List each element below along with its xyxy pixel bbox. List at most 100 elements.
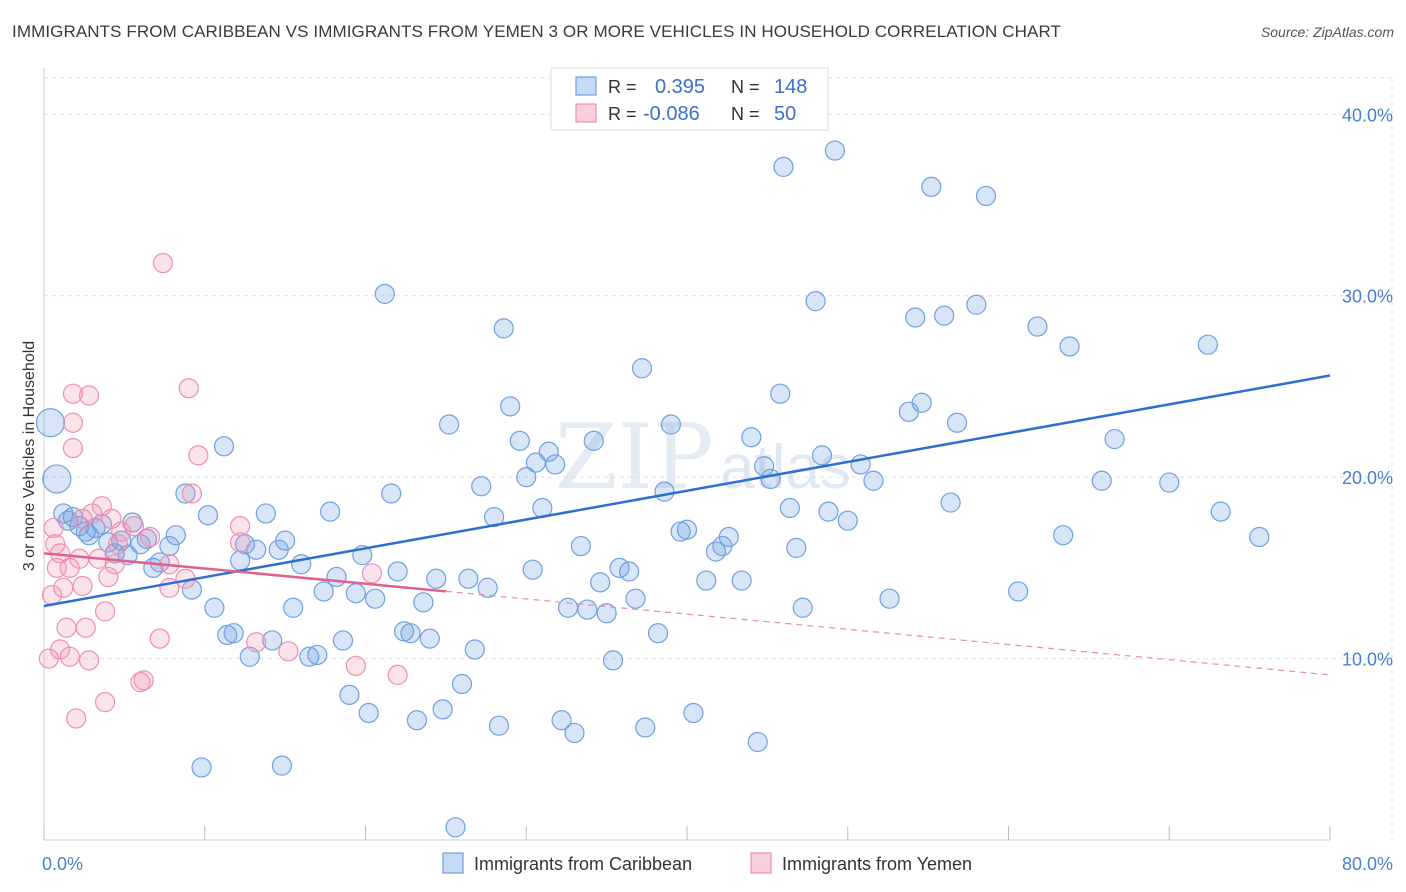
point-yemen bbox=[361, 563, 383, 584]
point-yemen bbox=[94, 692, 116, 713]
watermark: ZIP atlas bbox=[555, 405, 851, 510]
point-caribbean bbox=[654, 481, 675, 502]
point-yemen bbox=[94, 601, 116, 622]
point-caribbean bbox=[432, 699, 453, 720]
point-caribbean bbox=[934, 305, 955, 326]
point-yemen bbox=[230, 516, 251, 537]
point-caribbean bbox=[299, 646, 320, 667]
series-caribbean-points bbox=[35, 140, 1270, 838]
point-caribbean bbox=[747, 731, 768, 753]
legend-r-label-yemen: R = bbox=[608, 104, 637, 124]
point-caribbean bbox=[602, 650, 624, 671]
point-caribbean bbox=[1210, 501, 1231, 522]
point-caribbean bbox=[1091, 470, 1112, 491]
point-caribbean bbox=[1249, 526, 1270, 548]
point-yemen bbox=[59, 646, 80, 667]
point-caribbean bbox=[191, 757, 212, 778]
point-caribbean bbox=[1008, 581, 1029, 602]
trend-lines bbox=[43, 374, 1331, 676]
point-caribbean bbox=[779, 497, 800, 519]
trend-line-caribbean bbox=[43, 374, 1331, 608]
point-caribbean bbox=[975, 185, 997, 207]
point-yemen bbox=[246, 632, 267, 653]
point-yemen bbox=[152, 252, 174, 274]
bottom-legend-swatch-yemen bbox=[750, 852, 772, 874]
point-caribbean bbox=[332, 630, 354, 651]
point-caribbean bbox=[313, 581, 334, 602]
point-caribbean bbox=[718, 526, 739, 548]
watermark-atlas: atlas bbox=[720, 433, 851, 502]
point-caribbean bbox=[905, 307, 926, 328]
point-yemen bbox=[139, 526, 161, 548]
point-caribbean bbox=[590, 572, 611, 593]
point-caribbean bbox=[946, 412, 968, 433]
bottom-legend: Immigrants from Caribbean Immigrants fro… bbox=[442, 852, 972, 874]
point-caribbean bbox=[557, 597, 579, 618]
watermark-zip: ZIP bbox=[555, 405, 714, 510]
point-caribbean bbox=[275, 530, 296, 551]
point-yemen bbox=[62, 412, 84, 433]
point-caribbean bbox=[811, 445, 833, 466]
point-caribbean bbox=[837, 510, 858, 531]
point-yemen bbox=[98, 566, 119, 588]
point-caribbean bbox=[773, 156, 794, 177]
x-tick-labels: 0.0% 80.0% bbox=[42, 854, 1393, 874]
point-caribbean bbox=[1197, 334, 1218, 355]
point-caribbean bbox=[213, 436, 235, 457]
point-yemen bbox=[130, 672, 151, 693]
point-caribbean bbox=[42, 464, 72, 494]
point-caribbean bbox=[824, 140, 845, 161]
point-caribbean bbox=[365, 588, 386, 609]
point-caribbean bbox=[381, 483, 402, 504]
point-caribbean bbox=[339, 684, 360, 705]
point-yemen bbox=[78, 385, 100, 406]
point-caribbean bbox=[326, 566, 347, 588]
point-caribbean bbox=[413, 592, 434, 613]
point-caribbean bbox=[1053, 525, 1074, 546]
legend-n-label-yemen: N = bbox=[731, 104, 760, 124]
point-caribbean bbox=[1059, 336, 1080, 357]
point-caribbean bbox=[863, 470, 884, 491]
legend-n-value-caribbean: 148 bbox=[774, 76, 807, 98]
point-caribbean bbox=[818, 501, 839, 522]
point-caribbean bbox=[438, 414, 460, 435]
y-axis-title: 3 or more Vehicles in Household bbox=[21, 341, 38, 571]
point-yemen bbox=[188, 445, 209, 466]
legend-r-label-caribbean: R = bbox=[608, 77, 637, 97]
y-tick-label: 30.0% bbox=[1342, 287, 1393, 307]
point-caribbean bbox=[406, 710, 428, 731]
point-caribbean bbox=[374, 283, 395, 304]
source-label: Source: ZipAtlas.com bbox=[1260, 24, 1394, 40]
point-yemen bbox=[107, 534, 129, 555]
point-caribbean bbox=[471, 476, 492, 497]
point-yemen bbox=[178, 378, 199, 399]
point-yemen bbox=[72, 508, 93, 529]
point-caribbean bbox=[660, 414, 682, 435]
point-caribbean bbox=[786, 537, 807, 559]
point-caribbean bbox=[477, 577, 498, 598]
point-caribbean bbox=[564, 722, 585, 744]
point-caribbean bbox=[320, 501, 341, 522]
point-yemen bbox=[133, 670, 154, 691]
point-caribbean bbox=[966, 294, 987, 315]
point-caribbean bbox=[879, 588, 900, 609]
point-caribbean bbox=[516, 467, 537, 488]
point-yemen bbox=[69, 548, 90, 569]
point-caribbean bbox=[136, 528, 157, 549]
point-caribbean bbox=[705, 541, 727, 562]
point-yemen bbox=[62, 438, 84, 459]
point-caribbean bbox=[419, 628, 440, 649]
legend-frame bbox=[550, 67, 829, 131]
point-caribbean bbox=[570, 535, 592, 557]
point-caribbean bbox=[345, 583, 366, 604]
y-tick-label: 40.0% bbox=[1342, 105, 1393, 125]
point-caribbean bbox=[545, 454, 566, 475]
point-caribbean bbox=[577, 599, 598, 620]
point-caribbean bbox=[551, 710, 572, 731]
point-caribbean bbox=[619, 561, 640, 582]
bottom-legend-label-yemen: Immigrants from Yemen bbox=[782, 854, 972, 874]
point-caribbean bbox=[625, 588, 646, 609]
point-caribbean bbox=[204, 597, 225, 618]
point-caribbean bbox=[35, 408, 66, 438]
